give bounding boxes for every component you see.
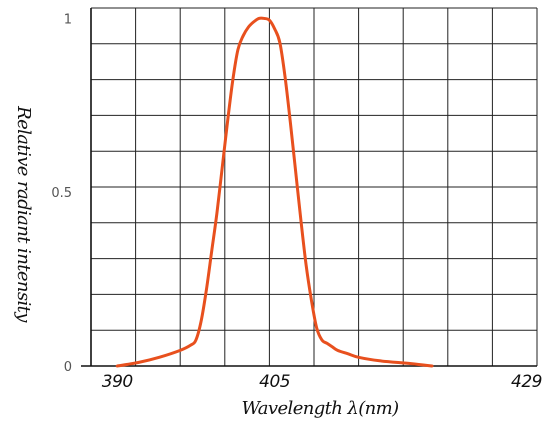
- x-tick-label: 390: [102, 372, 133, 392]
- y-axis-title: Relative radiant intensity: [13, 105, 34, 323]
- grid: [81, 7, 538, 367]
- tick-labels: 0 0.5 1 390 405 429: [51, 12, 542, 392]
- x-tick-label: 405: [259, 372, 290, 392]
- y-tick-label: 1: [64, 12, 72, 27]
- x-axis-title: Wavelength λ(nm): [241, 398, 399, 419]
- x-tick-label: 429: [511, 372, 542, 392]
- y-tick-label: 0: [64, 360, 72, 375]
- series-layer: [115, 16, 434, 368]
- spectrum-curve: [115, 16, 434, 368]
- y-tick-label: 0.5: [51, 186, 72, 201]
